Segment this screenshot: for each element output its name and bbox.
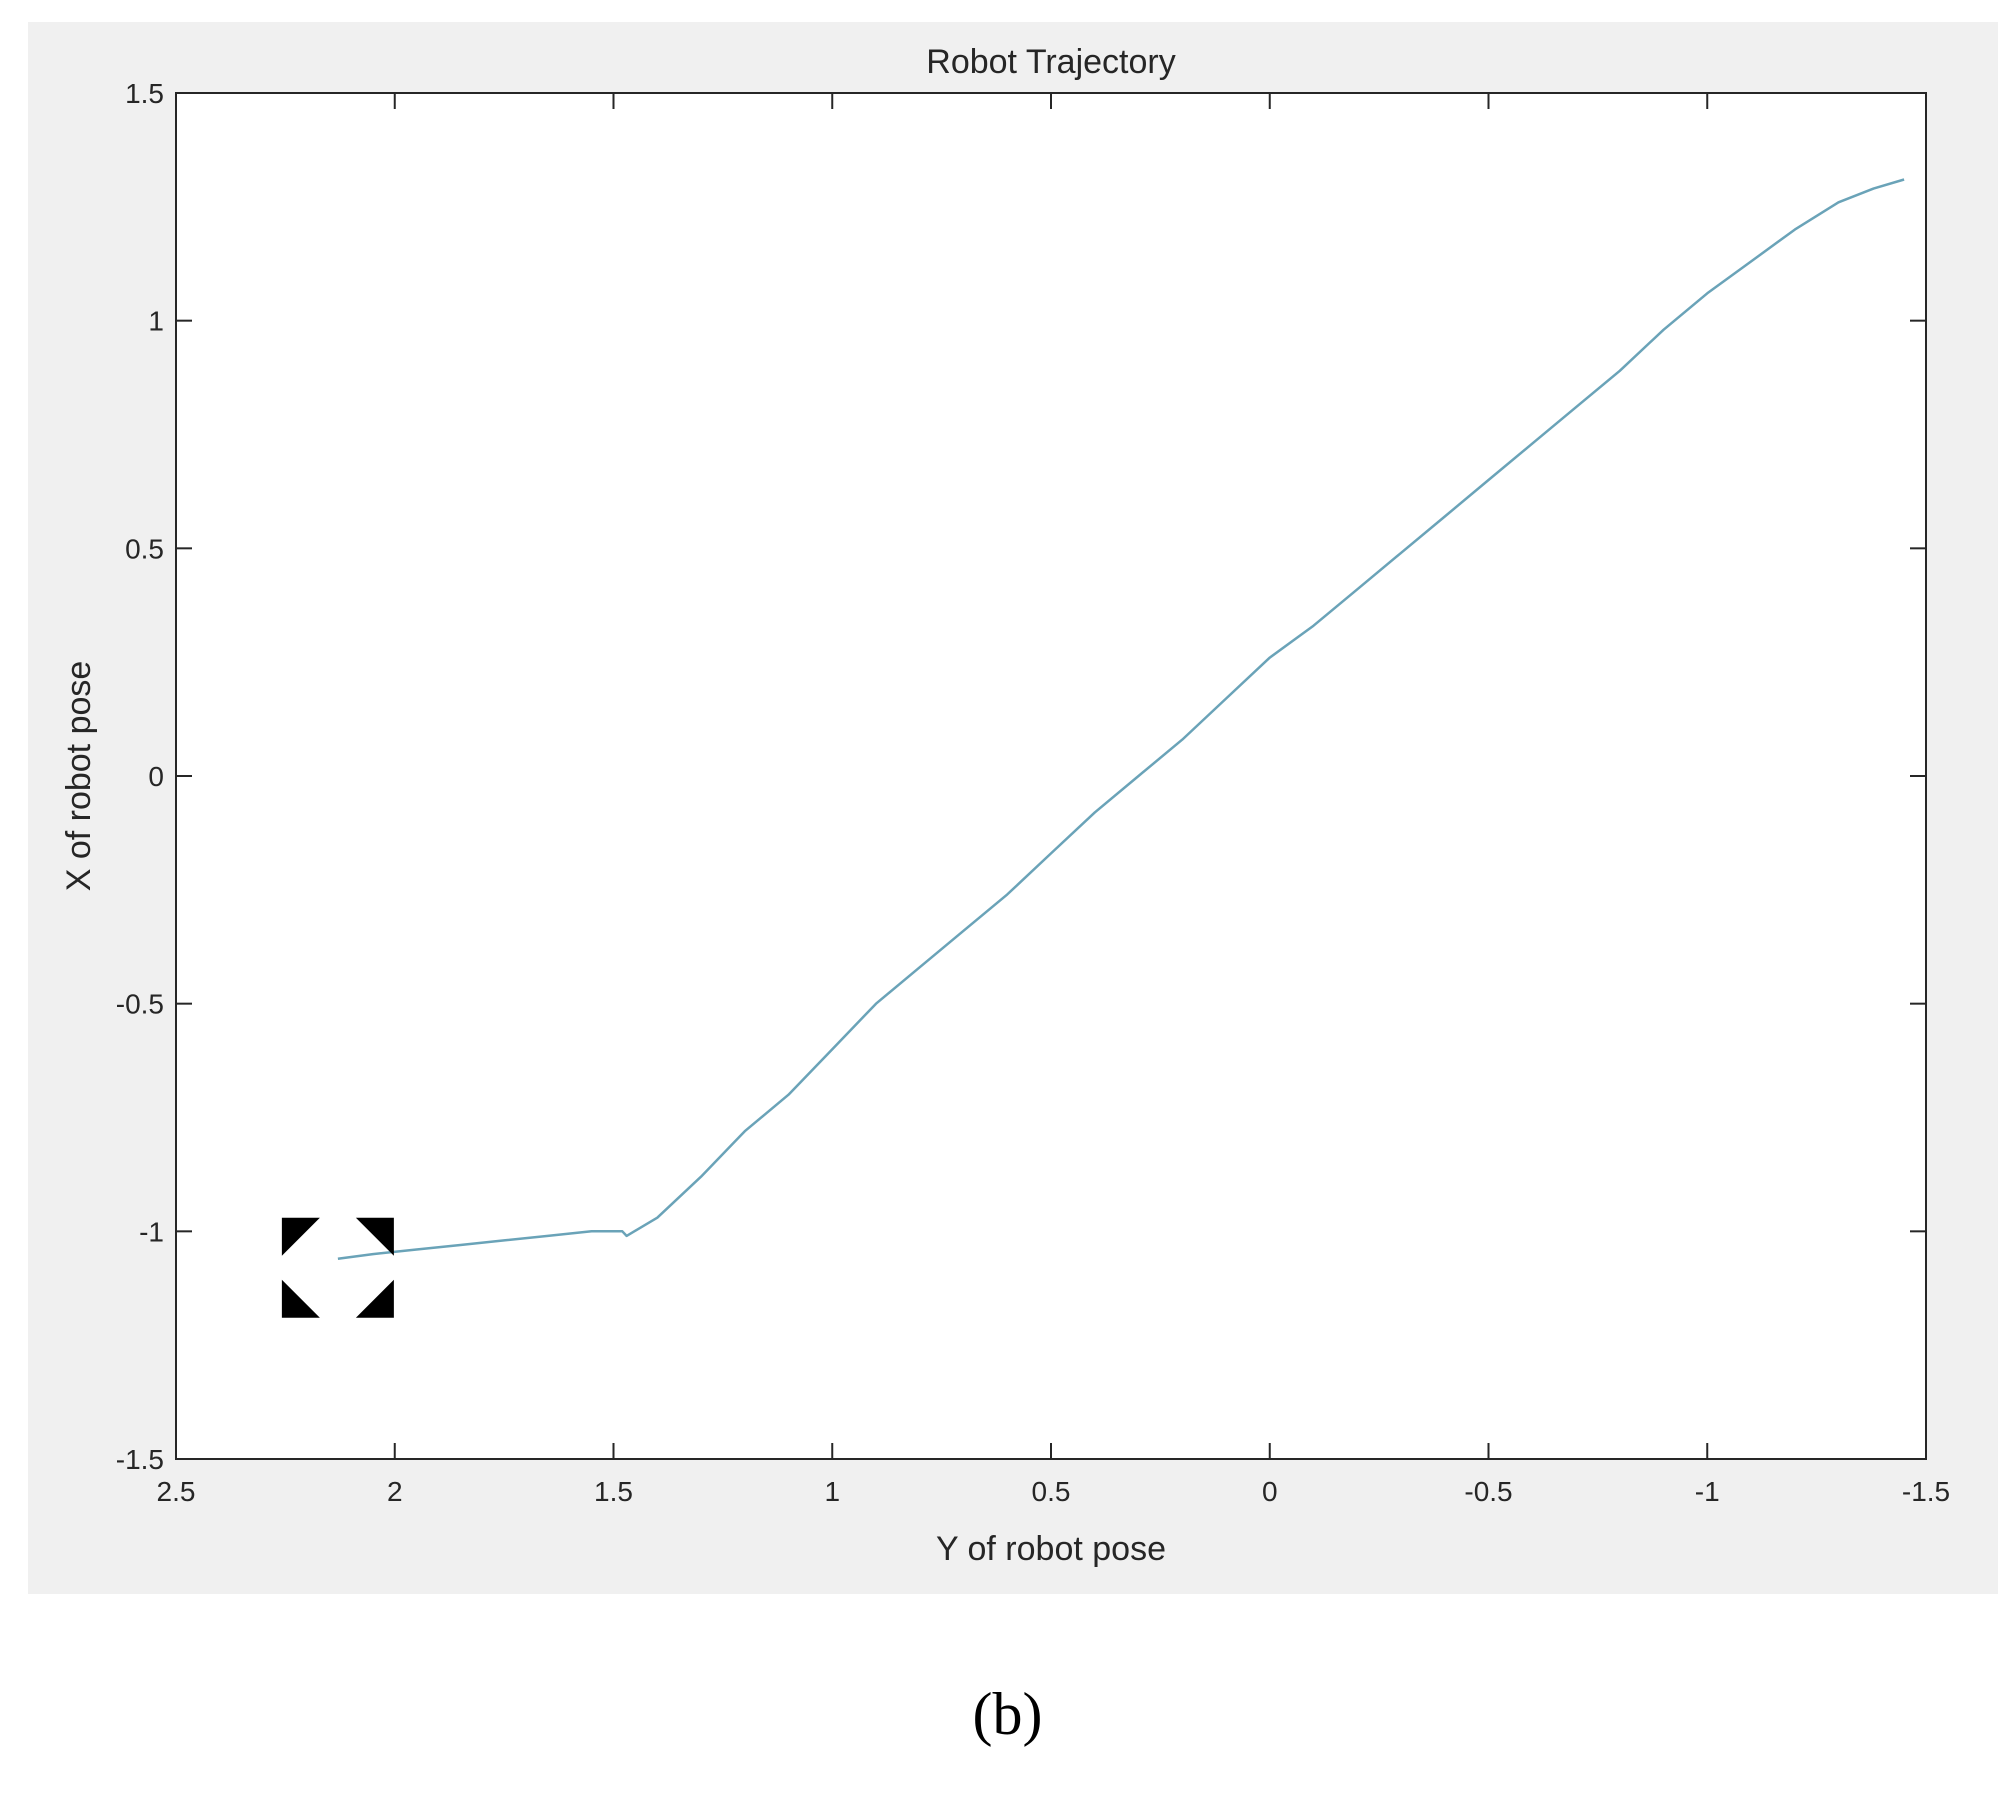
y-axis-label: X of robot pose <box>60 661 98 892</box>
x-tick-label: 0.5 <box>1032 1476 1071 1507</box>
x-tick-label: 1 <box>824 1476 840 1507</box>
trajectory-line <box>337 178 1905 1260</box>
plot-frame <box>175 92 1927 1460</box>
x-tick-label: 2 <box>387 1476 403 1507</box>
marker-corner <box>281 1217 320 1256</box>
x-tick-label: 2.5 <box>157 1476 196 1507</box>
y-tick-label: -1.5 <box>116 1444 164 1475</box>
y-tick-label: 1.5 <box>125 78 164 109</box>
marker-corner <box>281 1279 320 1318</box>
y-tick-label: 0.5 <box>125 533 164 564</box>
tick-labels: 2.5 2 1.5 1 0.5 0 -0.5 -1 -1.5 1.5 1 0.5 0 -0.5 -1 -1.5 <box>116 78 1950 1507</box>
marker-corner <box>355 1279 394 1318</box>
x-tick-label: 1.5 <box>594 1476 633 1507</box>
marker-corner <box>355 1217 394 1256</box>
panel-caption: (b) <box>972 1681 1043 1747</box>
plot-area <box>176 93 1926 1459</box>
x-tick-label: -1.5 <box>1902 1476 1950 1507</box>
x-tick-label: -1 <box>1695 1476 1720 1507</box>
chart-title: Robot Trajectory <box>926 43 1175 81</box>
x-tick-label: -0.5 <box>1464 1476 1512 1507</box>
y-tick-label: -1 <box>139 1216 164 1247</box>
focus-corners-icon <box>281 1217 394 1318</box>
y-tick-label: -0.5 <box>116 989 164 1020</box>
trajectory-chart: 2.5 2 1.5 1 0.5 0 -0.5 -1 -1.5 1.5 1 0.5 0 -0.5 -1 -1.5… <box>60 43 1950 1568</box>
y-tick-label: 1 <box>148 306 164 337</box>
x-tick-label: 0 <box>1262 1476 1278 1507</box>
x-axis-label: Y of robot pose <box>936 1530 1166 1568</box>
figure-panel: 2.5 2 1.5 1 0.5 0 -0.5 -1 -1.5 1.5 1 0.5 0 -0.5 -1 -1.5… <box>28 22 1998 1594</box>
y-tick-label: 0 <box>148 761 164 792</box>
